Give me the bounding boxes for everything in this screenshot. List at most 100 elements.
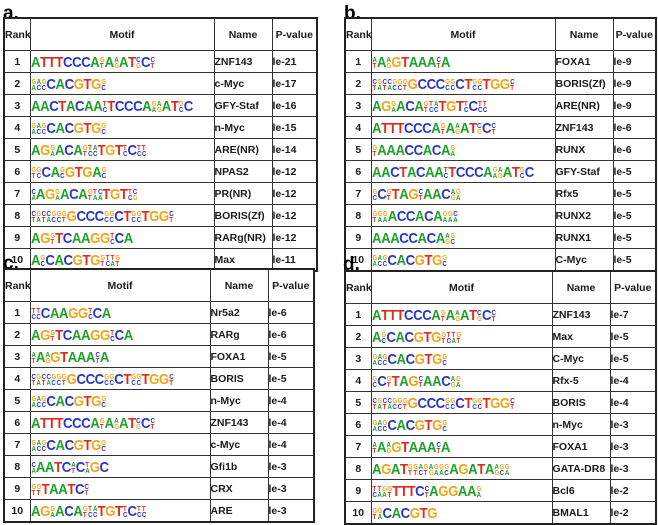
rank-cell: 5 xyxy=(3,138,31,161)
pvalue-cell: le-4 xyxy=(267,411,315,434)
pvalue-cell: le-6 xyxy=(267,301,315,324)
motif-name-cell: RARg(NR) xyxy=(213,226,273,249)
motif-name-cell: Max xyxy=(551,325,611,348)
motif-name-cell: n-Myc xyxy=(551,413,611,436)
table-row: 5 G A A C G C C A C G T G G C n-Myc le-4 xyxy=(3,389,315,412)
rank-cell: 7 xyxy=(3,182,31,205)
table-row: 6 G T G C C A G C G T G A G C NPAS2 le-12 xyxy=(3,160,318,183)
rank-cell: 1 xyxy=(3,301,31,324)
header-pvalue: P-value xyxy=(267,268,315,302)
panel-label: d. xyxy=(343,254,360,275)
rank-cell: 1 xyxy=(344,50,372,73)
rank-cell: 2 xyxy=(3,72,31,95)
rank-cell: 3 xyxy=(3,345,31,368)
motif-name-cell: RARg xyxy=(209,323,269,346)
motif-name-cell: PR(NR) xyxy=(213,182,273,205)
table-row: 6 A A C T A C A A T C T C C C A G A A G A T G C C GFY-Staf le-5 xyxy=(344,160,657,183)
header-rank: Rank xyxy=(344,17,372,51)
motif-name-cell: BMAL1 xyxy=(551,501,611,525)
table-row: 2 A G C C A C G T G G T T C T A G T Max le-5 xyxy=(344,325,657,348)
motif-name-cell: BORIS xyxy=(209,367,269,390)
pvalue-cell: le-3 xyxy=(609,413,657,436)
header-motif: Motif xyxy=(29,268,211,302)
table-row: 8 C T G A C T C A G C G C G T G C C C G C G C C T G C G C T G G C T BORIS(… xyxy=(3,204,318,227)
table-row: 2 G A A C G C C A C G T G G C c-Myc le-17 xyxy=(3,72,318,95)
rank-cell: 5 xyxy=(344,391,372,414)
rank-cell: 1 xyxy=(344,303,372,326)
motif-name-cell: GFY-Staf xyxy=(554,160,614,183)
table-row: 6 A T T T C C C A G T A A G A T C G C C T ZNF143 le-4 xyxy=(3,411,315,434)
table-row: 5 A G G A A C A G T T C A C T G T T C C T C T C ARE(NR) le-14 xyxy=(3,138,318,161)
motif-name-cell: C-Myc xyxy=(554,248,614,272)
table-row: 3 G A A C G C C A C G T G G C C-Myc le-5 xyxy=(344,347,657,370)
table-row: 6 G A A C G C C A C G T G G C n-Myc le-3 xyxy=(344,413,657,436)
table-row: 2 A G G T T C A A G G T C C A RARg le-6 xyxy=(3,323,315,346)
